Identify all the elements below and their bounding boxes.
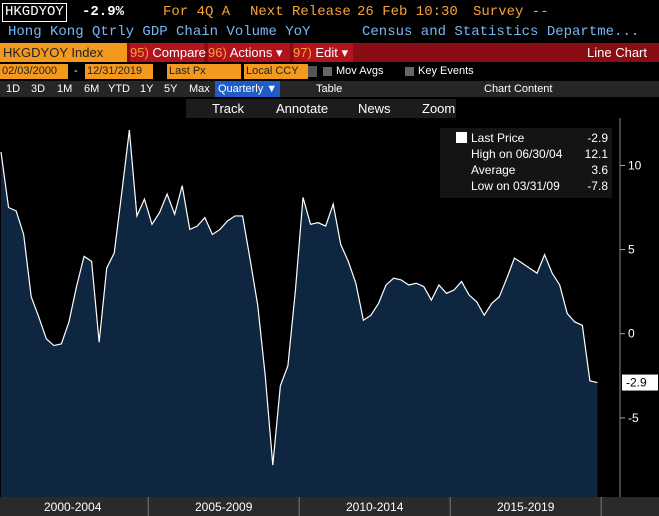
tool-bar xyxy=(186,99,456,118)
legend-label: Average xyxy=(471,163,516,177)
option: Mov Avgs xyxy=(336,65,384,77)
source: Census and Statistics Departme... xyxy=(362,24,640,40)
x-group-label: 2000-2004 xyxy=(44,500,102,514)
x-group-label: 2005-2009 xyxy=(195,500,253,514)
label: Quarterly xyxy=(218,83,264,95)
range-button[interactable]: 1Y xyxy=(140,83,154,95)
label: Actions xyxy=(229,45,273,60)
survey: Survey -- xyxy=(473,4,549,20)
range-button[interactable]: 1D xyxy=(6,83,21,95)
legend-value: -7.8 xyxy=(587,179,608,193)
dropdown[interactable] xyxy=(308,66,317,77)
chart-content[interactable]: Chart Content xyxy=(484,83,553,95)
table-button[interactable]: Table xyxy=(316,83,343,95)
change: -2.9% xyxy=(82,4,125,20)
y-tick-label: -5 xyxy=(628,411,639,425)
start-date[interactable]: 02/03/2000 xyxy=(0,64,68,79)
release-label: Next Release xyxy=(250,4,351,20)
chart: 2000-2004 2005-2009 2010-2014 2015-2019 -5 0 5… xyxy=(0,118,659,516)
key: 95) xyxy=(130,45,149,60)
y-tick-label: 5 xyxy=(628,243,635,257)
line xyxy=(0,130,598,466)
security-input[interactable]: HKGDYOY Index xyxy=(0,43,127,62)
legend-label: High on 06/30/04 xyxy=(471,147,563,161)
legend-label: Low on 03/31/09 xyxy=(471,179,560,193)
key: 97) xyxy=(293,45,312,60)
x-group-label: 2015-2019 xyxy=(497,500,555,514)
legend-swatch xyxy=(456,132,467,143)
edit-button[interactable]: 97) Edit ▾ xyxy=(293,43,353,62)
range-button[interactable]: YTD xyxy=(108,83,130,95)
legend-value: -2.9 xyxy=(587,131,608,145)
compare-button[interactable]: 95) Compare xyxy=(130,43,206,62)
checkbox[interactable] xyxy=(405,67,414,76)
x-axis-band xyxy=(0,497,659,516)
end-date[interactable]: 12/31/2019 xyxy=(85,64,153,79)
label: Edit xyxy=(315,45,338,60)
legend-value: 12.1 xyxy=(585,147,609,161)
last-value-box xyxy=(622,374,658,391)
range-button[interactable]: 3D xyxy=(31,83,46,95)
legend-box xyxy=(440,128,612,198)
last-value-label: -2.9 xyxy=(626,376,647,390)
period: For 4Q A xyxy=(163,4,231,20)
actions-button[interactable]: 96) Actions ▾ xyxy=(208,43,290,62)
range-button[interactable]: 6M xyxy=(84,83,100,95)
option: Key Events xyxy=(418,65,474,77)
label: Compare xyxy=(152,45,206,60)
checkbox[interactable] xyxy=(323,67,332,76)
area-fill xyxy=(1,130,598,498)
ticker[interactable]: HKGDYOY xyxy=(2,3,67,22)
tool-button[interactable]: Annotate xyxy=(276,101,329,116)
key: 96) xyxy=(208,45,227,60)
range-bar xyxy=(0,81,659,97)
range-button[interactable]: 1M xyxy=(57,83,73,95)
tool-button[interactable]: Track xyxy=(212,101,245,116)
range-button[interactable]: 5Y xyxy=(164,83,178,95)
x-group-label: 2010-2014 xyxy=(346,500,404,514)
y-tick-label: 10 xyxy=(628,158,642,172)
currency[interactable]: Local CCY xyxy=(244,64,308,79)
tool-button[interactable]: Zoom xyxy=(422,101,456,116)
legend-label: Last Price xyxy=(471,131,525,145)
legend-value: 3.6 xyxy=(591,163,608,177)
security-name: Hong Kong Qtrly GDP Chain Volume YoY xyxy=(8,24,311,40)
range-button[interactable]: Max xyxy=(189,83,210,95)
y-tick-label: 0 xyxy=(628,327,635,341)
tool-button[interactable]: News xyxy=(358,101,391,116)
frequency[interactable]: Quarterly ▼ xyxy=(215,81,280,97)
release: 26 Feb 10:30 xyxy=(357,4,458,20)
view: Line Chart xyxy=(587,45,647,60)
field[interactable]: Last Px xyxy=(167,64,241,79)
